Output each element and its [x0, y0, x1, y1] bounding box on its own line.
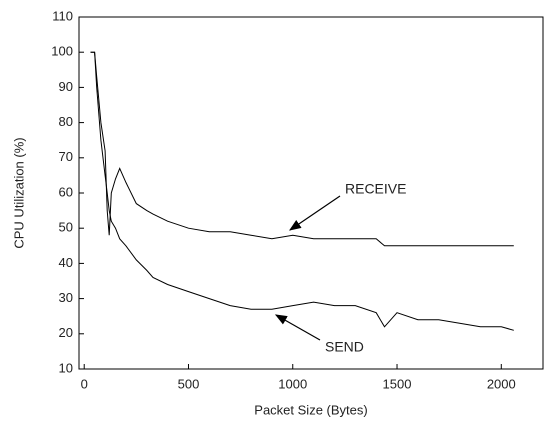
x-axis-label: Packet Size (Bytes) [254, 402, 367, 417]
y-tick-label: 60 [59, 184, 73, 199]
series-line [90, 51, 514, 331]
y-tick-label: 10 [59, 360, 73, 375]
annotation-arrow [274, 314, 321, 341]
y-axis-label: CPU Utilization (%) [11, 137, 26, 248]
annotation: RECEIVE [345, 181, 406, 197]
annotation-arrow [289, 195, 341, 231]
x-tick-label: 2000 [487, 376, 516, 391]
y-tick-label: 50 [59, 220, 73, 235]
x-tick-label: 500 [178, 376, 200, 391]
y-tick-label: 110 [52, 8, 73, 23]
x-tick-label: 1000 [278, 376, 307, 391]
y-tick-label: 20 [59, 325, 73, 340]
plot-frame [78, 16, 544, 370]
y-tick-label: 40 [59, 255, 73, 270]
y-tick-label: 90 [59, 79, 73, 94]
series-line [90, 51, 514, 247]
y-tick-label: 70 [59, 149, 73, 164]
y-tick-label: 30 [59, 290, 73, 305]
x-tick-label: 1500 [383, 376, 412, 391]
y-tick-label: 100 [51, 44, 73, 59]
x-tick-label: 0 [81, 376, 88, 391]
y-tick-label: 80 [59, 114, 73, 129]
annotation: SEND [325, 339, 364, 355]
